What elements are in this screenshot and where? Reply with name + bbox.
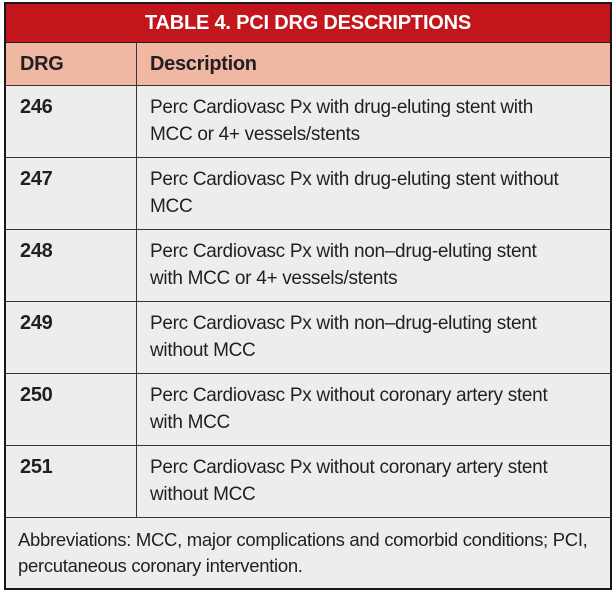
table-title-bar: TABLE 4. PCI DRG DESCRIPTIONS <box>6 4 610 42</box>
header-label-drg: DRG <box>20 52 64 75</box>
description-cell: Perc Cardiovasc Px with non–drug-eluting… <box>137 230 610 301</box>
description-line-1: Perc Cardiovasc Px with non–drug-eluting… <box>150 241 537 262</box>
description-line-2: MCC <box>150 196 193 217</box>
description-line-2: with MCC or 4+ vessels/stents <box>150 268 398 289</box>
header-cell-drg: DRG <box>6 43 137 85</box>
table-row: 248 Perc Cardiovasc Px with non–drug-elu… <box>6 229 610 301</box>
table-row: 251 Perc Cardiovasc Px without coronary … <box>6 445 610 517</box>
description-cell: Perc Cardiovasc Px without coronary arte… <box>137 446 610 517</box>
drg-code: 251 <box>20 456 53 478</box>
table-row: 247 Perc Cardiovasc Px with drug-eluting… <box>6 157 610 229</box>
header-label-description: Description <box>150 52 257 75</box>
footnote-line-1: Abbreviations: MCC, major complications … <box>18 529 588 550</box>
description-line-2: MCC or 4+ vessels/stents <box>150 124 360 145</box>
table-row: 250 Perc Cardiovasc Px without coronary … <box>6 373 610 445</box>
description-cell: Perc Cardiovasc Px with non–drug-eluting… <box>137 302 610 373</box>
description-line-2: without MCC <box>150 340 256 361</box>
drg-code: 250 <box>20 384 53 406</box>
table-row: 249 Perc Cardiovasc Px with non–drug-elu… <box>6 301 610 373</box>
drg-cell: 251 <box>6 446 137 517</box>
description-line-2: without MCC <box>150 484 256 505</box>
drg-cell: 249 <box>6 302 137 373</box>
drg-cell: 248 <box>6 230 137 301</box>
drg-code: 248 <box>20 240 53 262</box>
description-cell: Perc Cardiovasc Px with drug-eluting ste… <box>137 158 610 229</box>
table-title: TABLE 4. PCI DRG DESCRIPTIONS <box>144 11 472 34</box>
table-footnote: Abbreviations: MCC, major complications … <box>6 517 610 588</box>
drg-code: 247 <box>20 168 53 190</box>
table-header-row: DRG Description <box>6 42 610 85</box>
drg-cell: 247 <box>6 158 137 229</box>
pci-drg-table: TABLE 4. PCI DRG DESCRIPTIONS DRG Descri… <box>4 2 612 590</box>
header-cell-description: Description <box>137 43 610 85</box>
footnote-line-2: percutaneous coronary intervention. <box>18 555 303 576</box>
drg-cell: 250 <box>6 374 137 445</box>
description-line-1: Perc Cardiovasc Px with non–drug-eluting… <box>150 313 537 334</box>
description-line-2: with MCC <box>150 412 230 433</box>
drg-cell: 246 <box>6 86 137 157</box>
drg-code: 249 <box>20 312 53 334</box>
description-cell: Perc Cardiovasc Px with drug-eluting ste… <box>137 86 610 157</box>
description-line-1: Perc Cardiovasc Px with drug-eluting ste… <box>150 169 559 190</box>
description-cell: Perc Cardiovasc Px without coronary arte… <box>137 374 610 445</box>
table-row: 246 Perc Cardiovasc Px with drug-eluting… <box>6 85 610 157</box>
description-line-1: Perc Cardiovasc Px without coronary arte… <box>150 457 548 478</box>
description-line-1: Perc Cardiovasc Px with drug-eluting ste… <box>150 97 533 118</box>
description-line-1: Perc Cardiovasc Px without coronary arte… <box>150 385 548 406</box>
drg-code: 246 <box>20 96 53 118</box>
